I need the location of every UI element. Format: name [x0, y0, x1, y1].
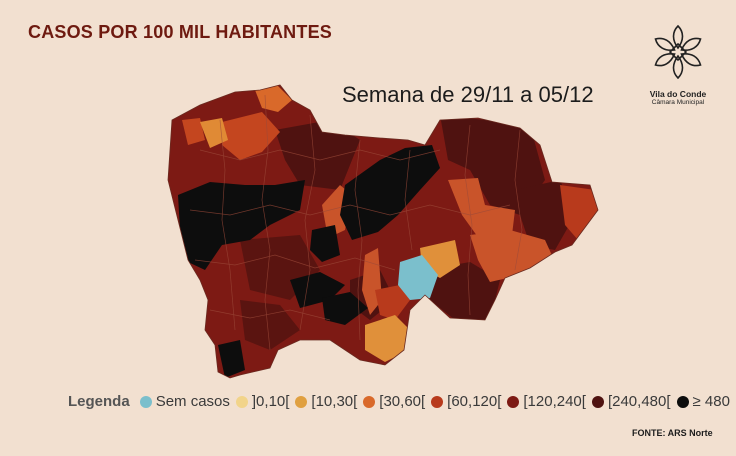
legend-item: ≥ 480	[676, 393, 730, 410]
legend-label: [30,60[	[379, 393, 426, 410]
municipality-far-east	[560, 185, 598, 240]
legend-item: [10,30[	[295, 393, 357, 410]
municipality-east-mid	[515, 180, 575, 250]
legend-item: [120,240[	[507, 393, 586, 410]
municipality-no-cases	[398, 255, 438, 300]
legend-item: Sem casos	[139, 393, 230, 410]
municipality-high-center	[340, 145, 440, 240]
municipality-north-west	[222, 112, 280, 160]
municipality-high-southwest	[218, 340, 245, 378]
legend-label: [240,480[	[607, 393, 671, 410]
legend-swatch	[363, 395, 376, 408]
municipality-high-small	[310, 225, 340, 262]
legend-swatch	[295, 395, 308, 408]
legend-swatch	[676, 395, 689, 408]
municipality-douro-south	[375, 285, 410, 320]
legend-label: Sem casos	[155, 393, 230, 410]
legend-swatch	[139, 395, 152, 408]
legend-swatch	[507, 395, 520, 408]
municipality-logo: Vila do Conde Câmara Municipal	[636, 22, 720, 106]
municipality-north-center	[275, 120, 360, 190]
legend-item: ]0,10[	[235, 393, 290, 410]
legend-swatch	[235, 395, 248, 408]
legend-item: [30,60[	[363, 393, 425, 410]
week-subtitle: Semana de 29/11 a 05/12	[342, 82, 594, 107]
legend-label: [10,30[	[311, 393, 358, 410]
legend-title: Legenda	[68, 393, 130, 410]
legend-item: [240,480[	[591, 393, 671, 410]
legend-label: [120,240[	[523, 393, 586, 410]
logo-name: Vila do Conde	[649, 89, 707, 99]
municipality-southwest	[240, 300, 300, 350]
legend-swatch	[591, 395, 604, 408]
municipality-high-south	[290, 272, 345, 308]
municipality-high-south-2	[322, 292, 368, 325]
data-source: FONTE: ARS Norte	[632, 428, 713, 438]
map-legend: Legenda Sem casos ]0,10[ [10,30[ [30,60[…	[68, 393, 736, 410]
municipalities-layer	[168, 85, 598, 378]
region-outline	[167, 84, 599, 379]
municipality-alto-minho	[200, 118, 228, 148]
municipality-south-bright	[365, 315, 410, 362]
legend-item: [60,120[	[431, 393, 501, 410]
legend-label: ≥ 480	[692, 393, 730, 410]
logo-subname: Câmara Municipal	[651, 99, 705, 106]
municipality-southeast	[425, 262, 500, 320]
legend-label: ]0,10[	[251, 393, 290, 410]
page-title: CASOS POR 100 MIL HABITANTES	[28, 22, 332, 42]
flower-logo-icon	[654, 24, 702, 80]
legend-label: [60,120[	[447, 393, 502, 410]
municipality-high-west	[178, 180, 305, 270]
municipality-north-tip	[255, 85, 292, 112]
municipality-east-center	[448, 178, 515, 240]
legend-swatch	[431, 395, 444, 408]
municipality-north-coast	[182, 118, 205, 145]
